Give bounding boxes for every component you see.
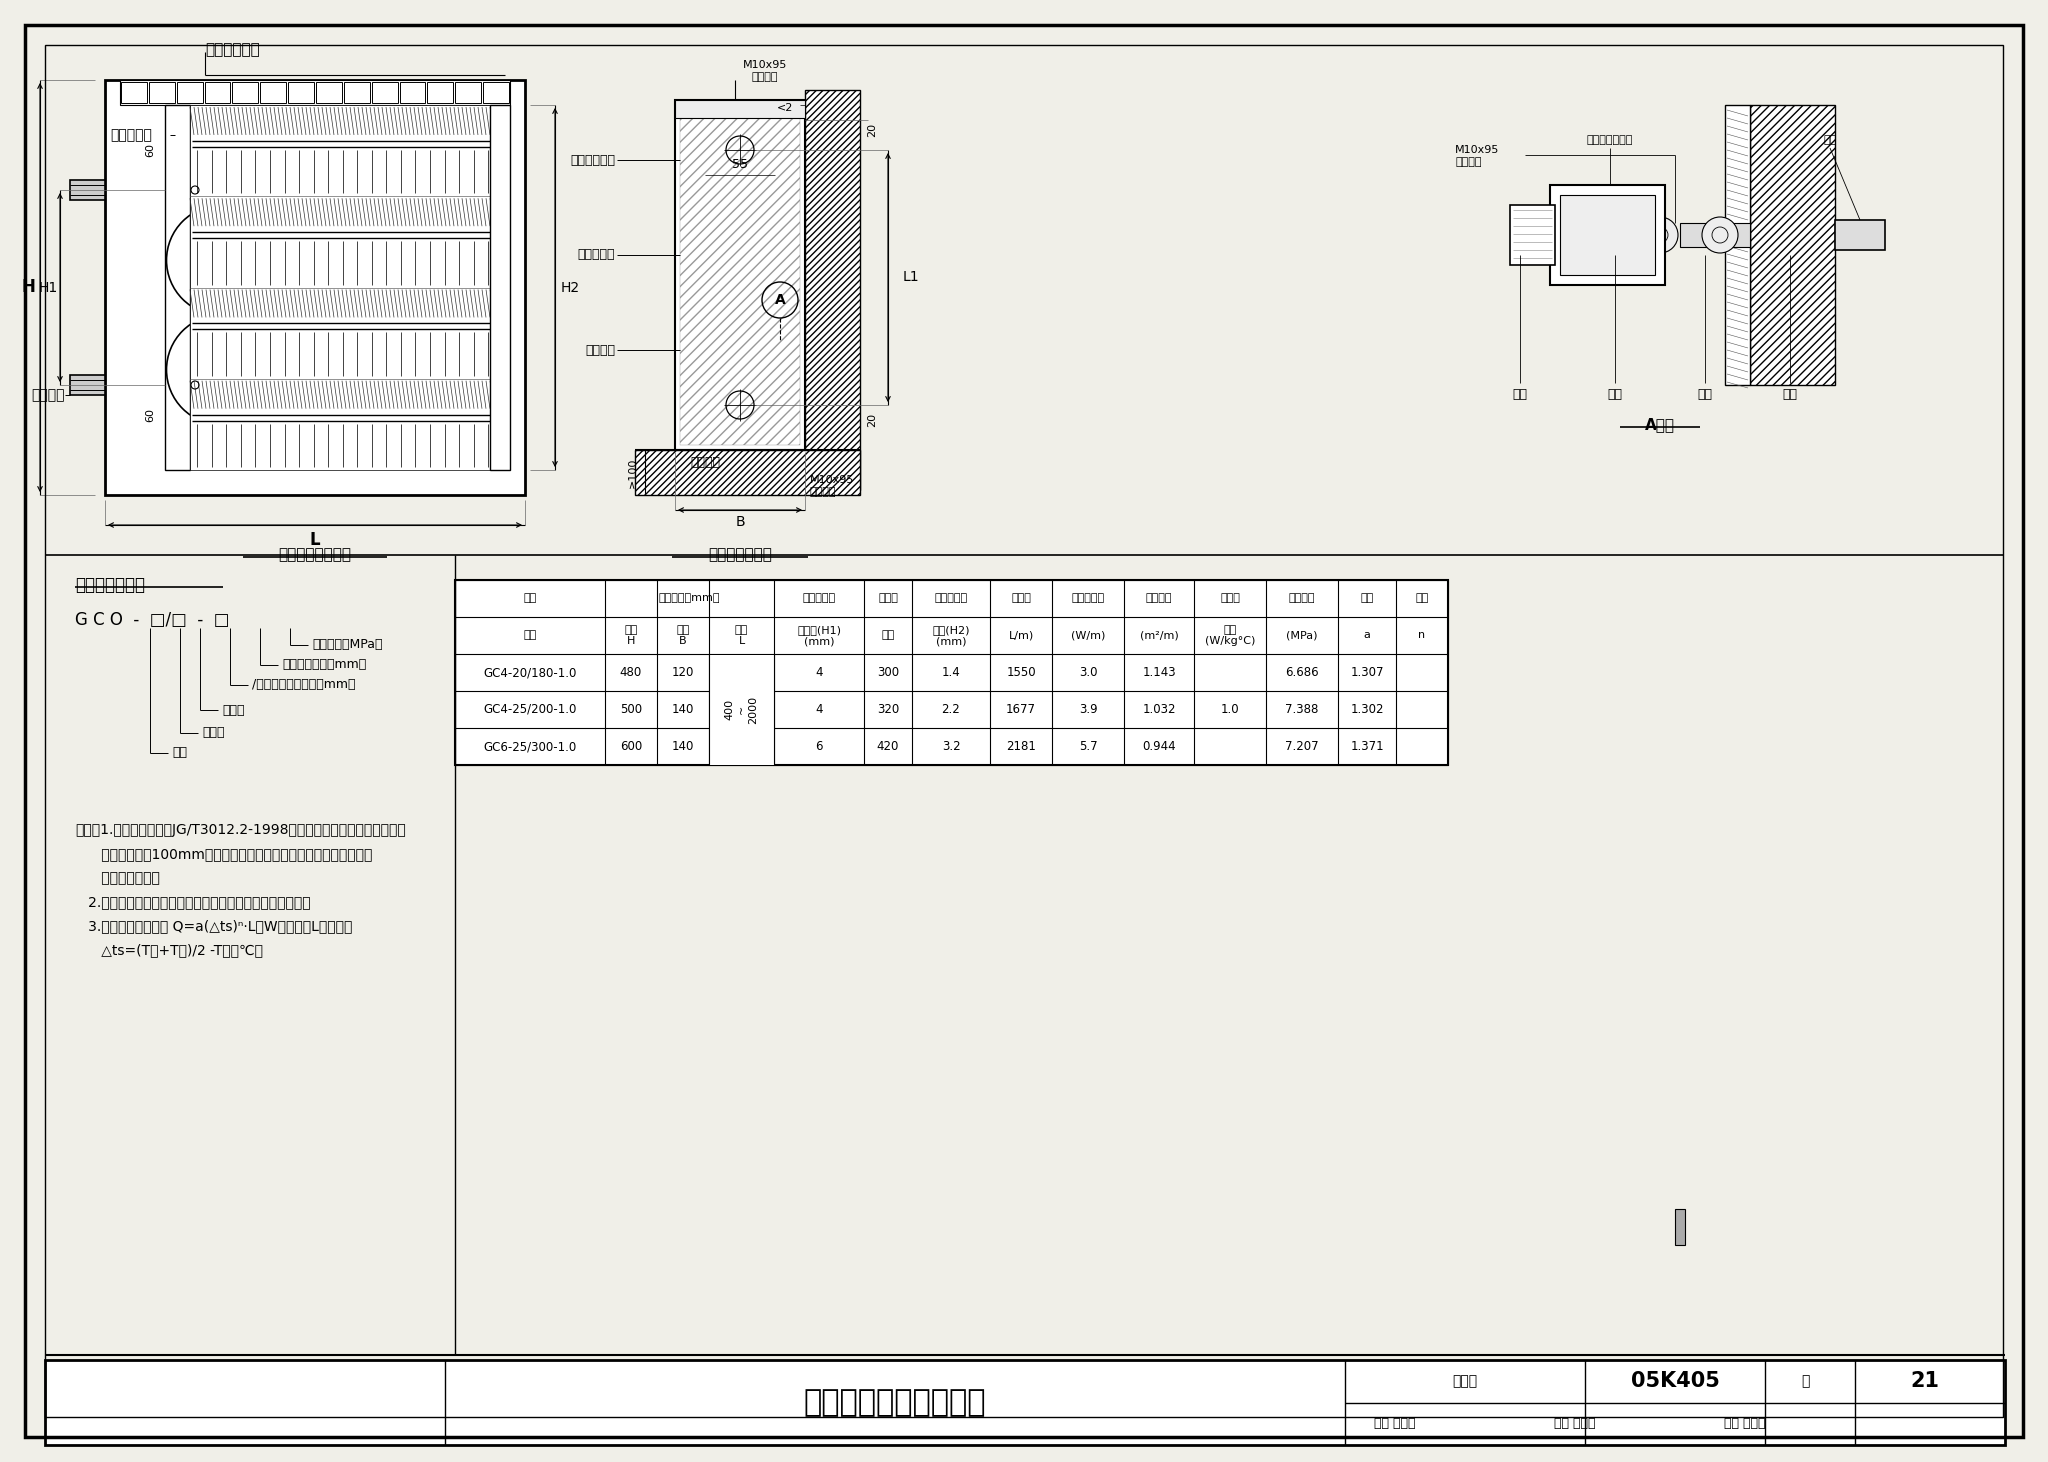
- Text: 散热器挂墙安装: 散热器挂墙安装: [709, 547, 772, 563]
- Text: 1.032: 1.032: [1143, 703, 1176, 716]
- Text: 钢制翅片管散热器: 钢制翅片管散热器: [279, 547, 352, 563]
- Text: 钢制翅片管对流散热器: 钢制翅片管对流散热器: [803, 1387, 987, 1417]
- Text: 500: 500: [621, 703, 643, 716]
- Bar: [289, 82, 313, 102]
- Text: 480: 480: [621, 667, 643, 678]
- Text: 校对 劳逸民: 校对 劳逸民: [1554, 1417, 1595, 1430]
- Text: GC6-25/300-1.0: GC6-25/300-1.0: [483, 740, 578, 753]
- Bar: [483, 82, 510, 102]
- Text: H1: H1: [39, 281, 57, 294]
- Text: 膨锚螺栓: 膨锚螺栓: [752, 72, 778, 82]
- Bar: [121, 80, 510, 105]
- Text: 7.207: 7.207: [1286, 740, 1319, 753]
- Text: 7.388: 7.388: [1286, 703, 1319, 716]
- Bar: [805, 91, 860, 490]
- Text: 1550: 1550: [1006, 667, 1036, 678]
- Text: 3.0: 3.0: [1079, 667, 1098, 678]
- Text: 散热器对流罩: 散热器对流罩: [569, 154, 614, 167]
- Text: 长度
L: 长度 L: [735, 624, 748, 646]
- Text: A节点: A节点: [1645, 418, 1675, 433]
- Text: 建筑地面: 建筑地面: [690, 456, 721, 468]
- Bar: [676, 99, 805, 450]
- Circle shape: [1642, 216, 1677, 253]
- Text: A: A: [774, 292, 784, 307]
- Text: 400
~
2000: 400 ~ 2000: [725, 696, 758, 724]
- Text: 2181: 2181: [1006, 740, 1036, 753]
- Text: 散热器内芯联箱: 散热器内芯联箱: [1587, 135, 1632, 145]
- Bar: [176, 82, 203, 102]
- Text: 钢管公称直径（mm）: 钢管公称直径（mm）: [283, 658, 367, 671]
- Text: G C O  -  □/□  -  □: G C O - □/□ - □: [76, 611, 229, 629]
- Text: GC4-20/180-1.0: GC4-20/180-1.0: [483, 667, 578, 678]
- Text: 钢管数: 钢管数: [221, 703, 244, 716]
- Text: 21: 21: [1911, 1371, 1939, 1392]
- Circle shape: [1702, 216, 1739, 253]
- Text: 6: 6: [815, 740, 823, 753]
- Text: 工作压力: 工作压力: [1288, 594, 1315, 604]
- Bar: [45, 1360, 2005, 1444]
- Text: 金属热: 金属热: [1221, 594, 1239, 604]
- Text: (m²/m): (m²/m): [1139, 630, 1178, 640]
- Text: 3.非标准工况散热量 Q=a(△ts)ⁿ·L（W），式中L单位米。: 3.非标准工况散热量 Q=a(△ts)ⁿ·L（W），式中L单位米。: [76, 920, 352, 933]
- Text: 设计 胡建丽: 设计 胡建丽: [1724, 1417, 1765, 1430]
- Bar: [1749, 105, 1835, 385]
- Text: 高度(H2)
(mm): 高度(H2) (mm): [932, 624, 971, 646]
- Text: 审核 孙淑萍: 审核 孙淑萍: [1374, 1417, 1415, 1430]
- Bar: [455, 580, 1448, 765]
- Text: 膨锚螺栓: 膨锚螺栓: [1454, 156, 1481, 167]
- Text: 水管接口: 水管接口: [31, 387, 66, 402]
- Text: 120: 120: [672, 667, 694, 678]
- Text: L1: L1: [903, 270, 920, 284]
- Text: 4: 4: [815, 703, 823, 716]
- Text: L/m): L/m): [1008, 630, 1034, 640]
- Bar: [489, 105, 510, 469]
- Text: 60: 60: [145, 143, 156, 156]
- Text: 垫圈: 垫圈: [1608, 389, 1622, 402]
- Text: 工作压力（MPa）: 工作压力（MPa）: [311, 639, 383, 652]
- Bar: [1724, 105, 1749, 385]
- Text: 型号: 型号: [524, 630, 537, 640]
- Bar: [231, 82, 258, 102]
- Text: 说明：1.本页适用于符合JG/T3012.2-1998行业标准的钢制翅片管散热器。: 说明：1.本页适用于符合JG/T3012.2-1998行业标准的钢制翅片管散热器…: [76, 823, 406, 838]
- Bar: [399, 82, 426, 102]
- Bar: [676, 99, 805, 118]
- Text: 散热器型号标记: 散热器型号标记: [76, 576, 145, 594]
- Text: 0.944: 0.944: [1143, 740, 1176, 753]
- Text: 指数: 指数: [1415, 594, 1430, 604]
- Text: a: a: [1364, 630, 1370, 640]
- Bar: [205, 82, 231, 102]
- Text: (MPa): (MPa): [1286, 630, 1317, 640]
- Text: M10x95: M10x95: [1454, 145, 1499, 155]
- Bar: [150, 82, 174, 102]
- Text: 系数: 系数: [1360, 594, 1374, 604]
- Text: 140: 140: [672, 703, 694, 716]
- Text: M10x95: M10x95: [743, 60, 786, 70]
- Text: <2: <2: [776, 102, 793, 113]
- Text: 强度
(W/kg°C): 强度 (W/kg°C): [1204, 624, 1255, 646]
- Text: 1.307: 1.307: [1350, 667, 1384, 678]
- Bar: [260, 82, 287, 102]
- Text: 20: 20: [866, 412, 877, 427]
- Text: 翅片管: 翅片管: [879, 594, 897, 604]
- Text: 宽度
B: 宽度 B: [676, 624, 690, 646]
- Text: 600: 600: [621, 740, 643, 753]
- Text: 1.371: 1.371: [1350, 740, 1384, 753]
- Text: H: H: [20, 278, 35, 297]
- Bar: [455, 82, 481, 102]
- Bar: [1509, 205, 1554, 265]
- Text: 散热面积: 散热面积: [1145, 594, 1171, 604]
- Text: 页: 页: [1800, 1374, 1808, 1389]
- Text: 胀管: 胀管: [1823, 135, 1837, 145]
- Text: 图集号: 图集号: [1452, 1374, 1477, 1389]
- Text: GC4-25/200-1.0: GC4-25/200-1.0: [483, 703, 578, 716]
- Text: 5.7: 5.7: [1079, 740, 1098, 753]
- Text: 膨锚螺栓: 膨锚螺栓: [811, 487, 836, 497]
- Text: 1.0: 1.0: [1221, 703, 1239, 716]
- Text: 420: 420: [877, 740, 899, 753]
- Text: 饰面: 饰面: [1698, 389, 1712, 402]
- Bar: [709, 655, 774, 765]
- Bar: [70, 180, 104, 200]
- Bar: [315, 82, 342, 102]
- Bar: [1835, 219, 1884, 250]
- Text: 墙体: 墙体: [1782, 389, 1798, 402]
